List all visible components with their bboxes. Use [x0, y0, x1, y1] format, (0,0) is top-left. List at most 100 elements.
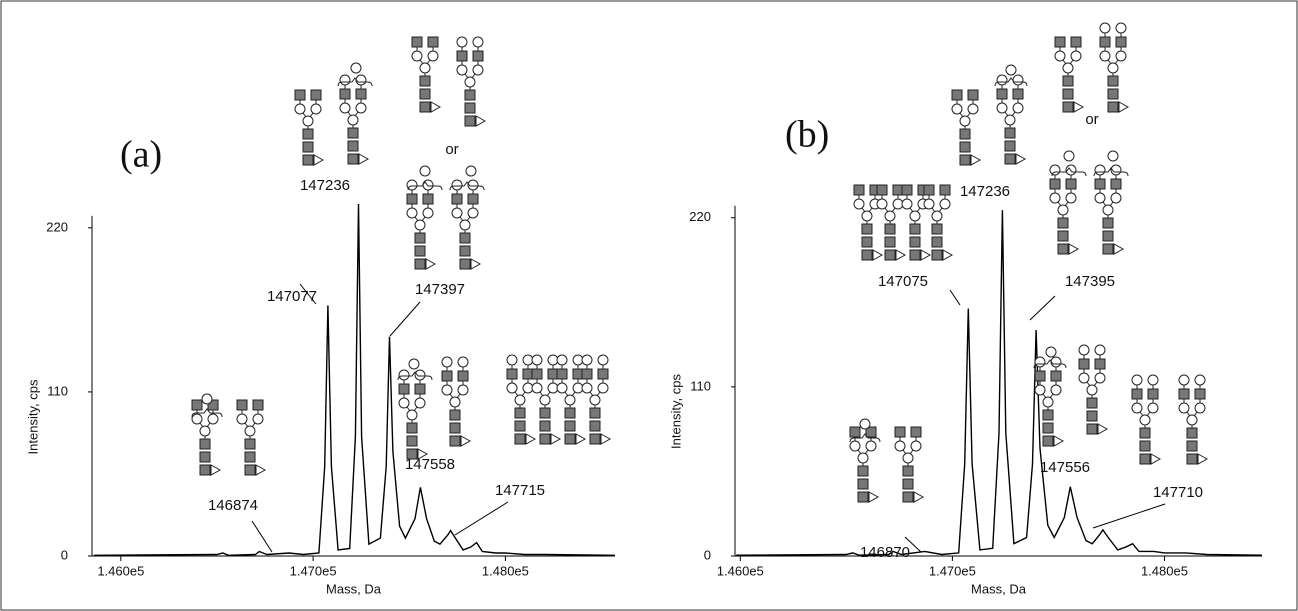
y-tick-label: 0 — [61, 547, 68, 562]
glycan-circle — [556, 354, 568, 366]
glycan-square — [1062, 75, 1074, 87]
glycan-square — [191, 399, 203, 411]
glycan-circle — [556, 382, 568, 394]
glycan-square — [414, 232, 426, 244]
peak-label: 147715 — [495, 482, 545, 499]
leader-line — [299, 283, 317, 305]
glycan-square — [1110, 178, 1122, 190]
glycan-circle — [1139, 414, 1151, 426]
glycan-circle — [1194, 402, 1206, 414]
glycan-circle — [244, 425, 256, 437]
glycan-circle — [419, 165, 431, 177]
glycan-triangle — [425, 258, 437, 270]
glycan-triangle — [868, 491, 880, 503]
x-tick-label: 1.480e5 — [482, 563, 529, 578]
peak-label: 146870 — [860, 544, 910, 561]
glycan-circle — [1012, 102, 1024, 114]
glycan-square — [531, 368, 543, 380]
glycan-circle — [1050, 356, 1062, 368]
glycan-circle — [894, 440, 906, 452]
glycan-square — [539, 433, 551, 445]
glycan-square — [449, 409, 461, 421]
glycan-square — [581, 368, 593, 380]
glycan-circle — [457, 356, 469, 368]
glycan-square — [459, 258, 471, 270]
x-axis-label: Mass, Da — [971, 581, 1027, 596]
peak-label: 147077 — [267, 288, 317, 305]
glycan-circle — [1102, 204, 1114, 216]
panel-label: (a) — [120, 134, 162, 176]
glycan-square — [414, 258, 426, 270]
glycan-square — [302, 128, 314, 140]
glycan-circle — [1034, 356, 1046, 368]
glycan-circle — [861, 210, 873, 222]
glycan-square — [1107, 101, 1119, 113]
glycan-circle — [902, 452, 914, 464]
glycan-square — [441, 370, 453, 382]
glycan-circle — [406, 207, 418, 219]
glycan-triangle — [920, 249, 932, 261]
glycan-triangle — [1053, 435, 1065, 447]
panel-label: (b) — [785, 114, 829, 156]
glycan-square — [884, 249, 896, 261]
y-tick-label: 220 — [689, 209, 711, 224]
glycan-square — [894, 426, 906, 438]
glycan-square — [467, 193, 479, 205]
glycan-triangle — [942, 249, 954, 261]
glycan-circle — [398, 369, 410, 381]
y-axis-label: Intensity, cps — [668, 374, 683, 449]
glycan-square — [853, 184, 865, 196]
glycan-square — [355, 88, 367, 100]
glycan-circle — [564, 394, 576, 406]
glycan-circle — [1186, 414, 1198, 426]
glycan-square — [302, 141, 314, 153]
glycan-circle — [451, 179, 463, 191]
glycan-square — [996, 88, 1008, 100]
glycan-circle — [1094, 344, 1106, 356]
glycan-circle — [996, 102, 1008, 114]
glycan-square — [456, 50, 468, 62]
glycan-brace — [449, 181, 485, 191]
glycan-circle — [456, 36, 468, 48]
y-tick-label: 0 — [704, 547, 711, 562]
glycan-triangle — [475, 115, 487, 127]
glycan-circle — [427, 50, 439, 62]
glycan-circle — [1065, 192, 1077, 204]
peak-label: 146874 — [208, 497, 258, 514]
glycan-circle — [884, 210, 896, 222]
x-axis-label: Mass, Da — [326, 581, 382, 596]
glycan-circle — [951, 103, 963, 115]
glycan-circle — [1005, 64, 1017, 76]
peak-label: 147236 — [960, 183, 1010, 200]
glycan-square — [406, 422, 418, 434]
glycan-square — [1049, 178, 1061, 190]
glycan-circle — [472, 36, 484, 48]
glycan-triangle — [313, 154, 325, 166]
glycan-circle — [459, 219, 471, 231]
glycan-brace — [407, 181, 443, 191]
glycan-circle — [939, 198, 951, 210]
glycan-square — [564, 420, 576, 432]
glycan-square — [1054, 36, 1066, 48]
glycan-triangle — [1015, 153, 1027, 165]
glycan-square — [302, 154, 314, 166]
glycan-circle — [464, 76, 476, 88]
glycan-circle — [451, 207, 463, 219]
glycan-triangle — [600, 433, 612, 445]
glycan-triangle — [525, 433, 537, 445]
glycan-square — [1186, 440, 1198, 452]
glycan-circle — [201, 393, 213, 405]
glycan-triangle — [430, 101, 442, 113]
glycan-circle — [581, 382, 593, 394]
glycan-square — [414, 383, 426, 395]
glycan-triangle — [895, 249, 907, 261]
glycan-circle — [302, 115, 314, 127]
glycan-square — [861, 249, 873, 261]
glycan-triangle — [1097, 423, 1109, 435]
glycan-square — [449, 435, 461, 447]
glycan-circle — [1131, 374, 1143, 386]
glycan-square — [514, 420, 526, 432]
glycan-square — [1102, 243, 1114, 255]
glycan-circle — [531, 382, 543, 394]
glycan-square — [967, 89, 979, 101]
